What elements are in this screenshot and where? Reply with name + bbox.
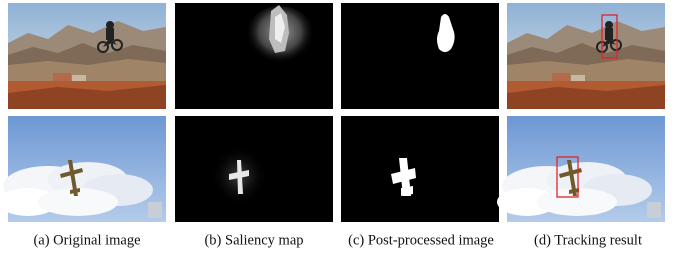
caption: (a) Original image	[33, 232, 140, 248]
post-processed-image	[341, 3, 499, 109]
figure: (a) Original image (b) Saliency map (c) …	[0, 0, 681, 255]
original-image	[0, 116, 166, 222]
tracking-result	[497, 116, 665, 222]
caption: (b) Saliency map	[204, 232, 303, 248]
saliency-map	[175, 116, 333, 222]
caption: (d) Tracking result	[534, 232, 642, 248]
original-image	[8, 3, 166, 109]
page: (a) Original image (b) Saliency map (c) …	[0, 0, 681, 255]
saliency-map	[175, 3, 333, 109]
caption: (c) Post-processed image	[348, 232, 494, 248]
tracking-result	[507, 3, 665, 109]
post-processed-image	[341, 116, 499, 222]
